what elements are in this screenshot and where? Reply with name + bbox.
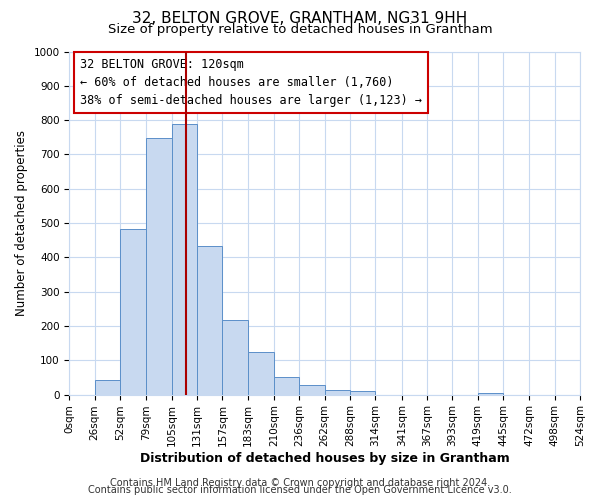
Text: Contains HM Land Registry data © Crown copyright and database right 2024.: Contains HM Land Registry data © Crown c… xyxy=(110,478,490,488)
Text: 32 BELTON GROVE: 120sqm
← 60% of detached houses are smaller (1,760)
38% of semi: 32 BELTON GROVE: 120sqm ← 60% of detache… xyxy=(80,58,422,108)
Bar xyxy=(172,124,197,394)
Bar xyxy=(478,392,503,394)
Bar xyxy=(223,320,248,394)
X-axis label: Distribution of detached houses by size in Grantham: Distribution of detached houses by size … xyxy=(140,452,509,465)
Y-axis label: Number of detached properties: Number of detached properties xyxy=(15,130,28,316)
Bar xyxy=(350,391,376,394)
Text: Contains public sector information licensed under the Open Government Licence v3: Contains public sector information licen… xyxy=(88,485,512,495)
Bar xyxy=(248,352,274,395)
Bar xyxy=(325,390,350,394)
Bar xyxy=(146,138,172,394)
Bar xyxy=(274,377,299,394)
Bar xyxy=(197,246,223,394)
Text: 32, BELTON GROVE, GRANTHAM, NG31 9HH: 32, BELTON GROVE, GRANTHAM, NG31 9HH xyxy=(133,11,467,26)
Bar xyxy=(299,385,325,394)
Text: Size of property relative to detached houses in Grantham: Size of property relative to detached ho… xyxy=(107,22,493,36)
Bar xyxy=(95,380,120,394)
Bar xyxy=(120,229,146,394)
